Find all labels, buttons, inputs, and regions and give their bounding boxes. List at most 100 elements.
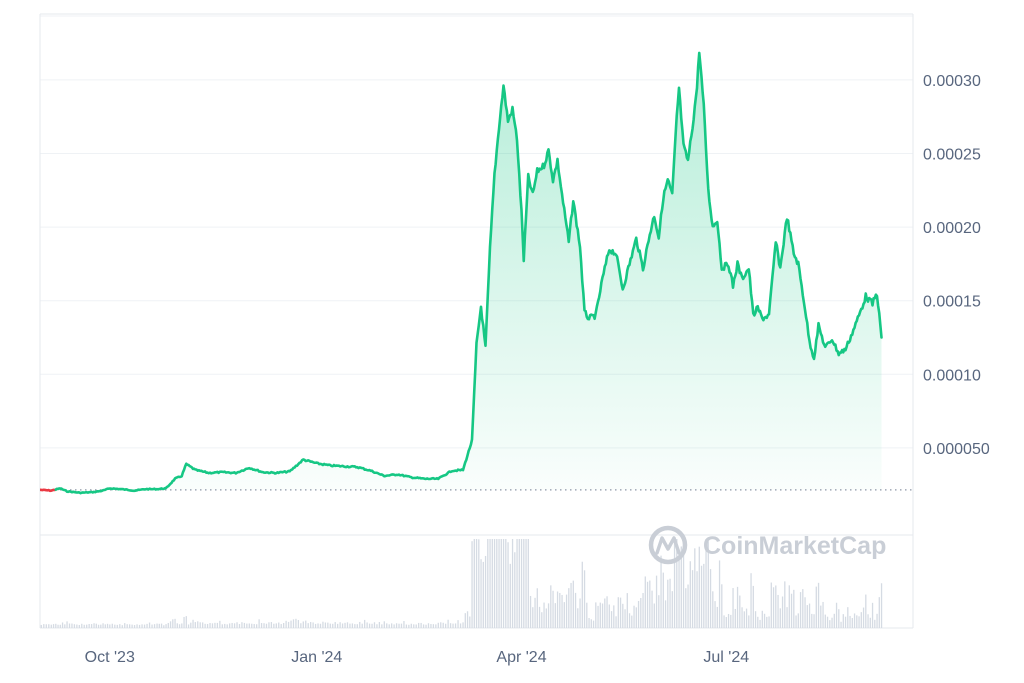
volume-bar <box>59 624 61 628</box>
volume-bar <box>104 624 106 628</box>
volume-bar <box>651 590 653 628</box>
volume-bar <box>624 609 626 628</box>
volume-bar <box>131 624 133 628</box>
volume-bar <box>511 539 514 628</box>
volume-bar <box>344 622 346 628</box>
volume-bar <box>440 622 442 628</box>
volume-bar <box>601 603 604 628</box>
volume-bar <box>599 602 601 628</box>
volume-bar <box>592 620 595 628</box>
volume-bar <box>849 615 851 628</box>
volume-bar <box>124 623 126 628</box>
volume-bar <box>813 614 815 628</box>
volume-bar <box>295 618 297 628</box>
volume-bar <box>50 624 52 628</box>
volume-bar <box>662 572 664 628</box>
volume-bar <box>736 586 739 628</box>
price-line-down[interactable] <box>40 488 58 493</box>
volume-bar <box>649 580 651 628</box>
volume-bar <box>457 620 459 628</box>
volume-bar <box>588 618 590 628</box>
volume-bar <box>185 616 187 628</box>
volume-bar <box>126 624 128 628</box>
volume-bar <box>415 624 417 628</box>
volume-bar <box>216 622 219 628</box>
volume-bar <box>705 539 707 628</box>
volume-bar <box>543 602 545 628</box>
volume-bar <box>763 613 766 628</box>
volume-bar <box>608 604 610 628</box>
volume-bar <box>709 569 712 628</box>
y-axis: 0.000050 0.00010 0.00015 0.00020 0.00025 0.00… <box>923 73 990 458</box>
volume-bar <box>442 622 444 628</box>
volume-bar <box>238 624 241 628</box>
volume-bar <box>574 592 577 628</box>
volume-bar <box>275 623 277 628</box>
volume-bar <box>158 623 160 628</box>
volume-bar <box>183 616 185 628</box>
volume-bar <box>425 624 427 628</box>
volume-bar <box>231 622 233 628</box>
volume-bar <box>835 602 838 628</box>
volume-bar <box>529 595 532 628</box>
volume-bar <box>258 619 260 628</box>
volume-bar <box>682 545 685 628</box>
volume-bar <box>181 623 183 628</box>
volume-bar <box>194 622 196 628</box>
volume-bar <box>165 624 167 628</box>
volume-bar <box>478 539 480 628</box>
volume-bar <box>300 623 302 628</box>
volume-bar <box>491 539 493 628</box>
volume-bar <box>109 624 111 628</box>
volume-bar <box>233 623 236 628</box>
volume-bar <box>100 624 102 628</box>
volume-bar <box>487 539 489 628</box>
volume-bar <box>802 589 804 628</box>
volume-bar <box>734 608 736 628</box>
volume-bar <box>287 621 290 628</box>
volume-bar <box>658 595 660 628</box>
volume-bar <box>613 605 615 628</box>
volume-bar <box>820 605 822 628</box>
volume-bar <box>781 596 784 628</box>
volume-bar <box>745 608 748 628</box>
volume-bar <box>714 601 716 628</box>
volume-bar <box>673 539 676 628</box>
volume-bar <box>700 565 703 628</box>
volume-bar <box>516 539 518 628</box>
volume-bar <box>493 539 496 628</box>
volume-bar <box>114 624 116 628</box>
volume-bar <box>364 619 366 628</box>
volume-bar <box>822 601 824 628</box>
price-line-up[interactable] <box>54 51 883 495</box>
volume-bar <box>768 616 770 628</box>
volume-bar <box>251 623 253 628</box>
volume-bar <box>667 579 669 628</box>
volume-bar <box>174 618 176 628</box>
volume-bar <box>176 623 178 628</box>
volume-bar <box>568 588 570 628</box>
volume-bar <box>788 585 790 628</box>
volume-bar <box>40 624 42 628</box>
volume-bar <box>226 624 228 628</box>
volume-bar <box>838 609 840 628</box>
x-tick-label: Jul '24 <box>703 649 749 666</box>
volume-bar <box>743 611 745 628</box>
volume-bar <box>229 623 231 628</box>
volume-bar <box>81 623 83 628</box>
volume-bar <box>211 623 214 628</box>
volume-bar <box>550 585 552 628</box>
volume-bar <box>116 624 118 628</box>
coinmarketcap-logo-icon <box>648 525 688 565</box>
price-line-layer[interactable] <box>40 51 883 495</box>
volume-bar <box>473 539 475 628</box>
volume-bar <box>136 624 138 628</box>
volume-bar <box>545 608 547 628</box>
volume-bar <box>248 623 250 628</box>
volume-bar <box>395 623 398 628</box>
volume-bar <box>851 618 853 628</box>
x-tick-label: Oct '23 <box>85 649 135 666</box>
volume-bar <box>356 624 358 628</box>
